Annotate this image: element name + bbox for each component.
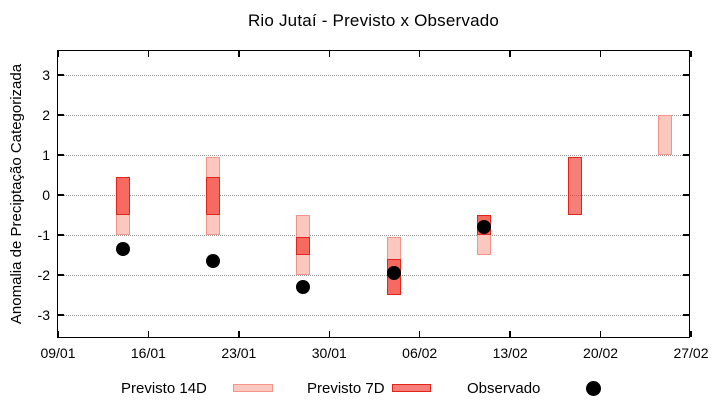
- y-tick-mark: [58, 154, 64, 156]
- x-tick-label: 27/02: [673, 345, 709, 361]
- y-tick-mark: [683, 154, 689, 156]
- x-tick-mark: [690, 51, 692, 57]
- y-tick-mark: [683, 234, 689, 236]
- x-tick-mark: [147, 331, 150, 337]
- observed-dot: [477, 220, 492, 234]
- x-tick-mark: [690, 331, 692, 337]
- y-tick-mark: [58, 274, 64, 276]
- observed-dot: [386, 266, 401, 280]
- p7-bar: [296, 237, 311, 255]
- x-tick-label: 06/02: [402, 345, 438, 361]
- x-tick-mark: [238, 331, 240, 337]
- gridline: [58, 194, 689, 196]
- y-tick-label: 2: [42, 107, 50, 123]
- y-tick-label: -3: [37, 307, 50, 323]
- legend-label-previsto-14d: Previsto 14D: [121, 380, 207, 397]
- y-tick-mark: [683, 114, 689, 116]
- y-tick-mark: [683, 74, 689, 76]
- p7-bar: [206, 177, 221, 215]
- y-tick-label: 1: [42, 147, 50, 163]
- observed-dot: [115, 242, 130, 256]
- legend-observado-dot-icon: [586, 381, 601, 396]
- x-tick-mark: [599, 331, 602, 337]
- gridline: [58, 274, 689, 276]
- x-tick-mark: [238, 51, 240, 57]
- legend-swatch-previsto-14d: [233, 384, 273, 392]
- observed-dot: [206, 254, 221, 268]
- y-tick-mark: [58, 314, 64, 316]
- x-tick-mark: [57, 331, 59, 337]
- gridline: [58, 234, 689, 236]
- x-tick-mark: [509, 331, 511, 337]
- legend-label-observado: Observado: [467, 380, 541, 397]
- x-tick-mark: [328, 51, 331, 57]
- y-tick-mark: [683, 314, 689, 316]
- y-tick-label: 0: [42, 187, 50, 203]
- p7-bar: [567, 157, 582, 215]
- gridline: [58, 154, 689, 156]
- gridline: [58, 114, 689, 116]
- y-tick-mark: [58, 114, 64, 116]
- x-tick-label: 30/01: [311, 345, 347, 361]
- x-tick-mark: [418, 331, 421, 337]
- y-tick-label: -2: [37, 267, 50, 283]
- legend-label-previsto-7d: Previsto 7D: [307, 380, 385, 397]
- x-tick-label: 16/01: [130, 345, 166, 361]
- x-tick-label: 09/01: [40, 345, 76, 361]
- x-tick-label: 13/02: [492, 345, 528, 361]
- y-tick-mark: [58, 194, 64, 196]
- plot-area: 3 2 1 0 -1 -2 -3 09/01 16/01 23/01 30/01 06/02 13/02…: [38, 50, 709, 361]
- x-tick-mark: [57, 51, 59, 57]
- y-tick-mark: [683, 274, 689, 276]
- observed-dot: [296, 280, 311, 294]
- p14-bar: [658, 115, 673, 155]
- x-tick-label: 20/02: [583, 345, 619, 361]
- legend-swatch-previsto-7d: [392, 384, 431, 392]
- chart-title: Rio Jutaí - Previsto x Observado: [247, 11, 500, 30]
- x-tick-mark: [147, 51, 150, 57]
- y-tick-mark: [58, 234, 64, 236]
- x-tick-mark: [599, 51, 602, 57]
- y-tick-label: 3: [42, 67, 50, 83]
- gridline: [58, 314, 689, 316]
- y-tick-mark: [58, 74, 64, 76]
- y-tick-mark: [683, 194, 689, 196]
- x-tick-mark: [328, 331, 331, 337]
- y-tick-label: -1: [37, 227, 50, 243]
- x-tick-mark: [418, 51, 421, 57]
- p7-bar: [115, 177, 130, 215]
- x-tick-mark: [509, 51, 511, 57]
- x-tick-label: 23/01: [221, 345, 257, 361]
- gridline: [58, 74, 689, 76]
